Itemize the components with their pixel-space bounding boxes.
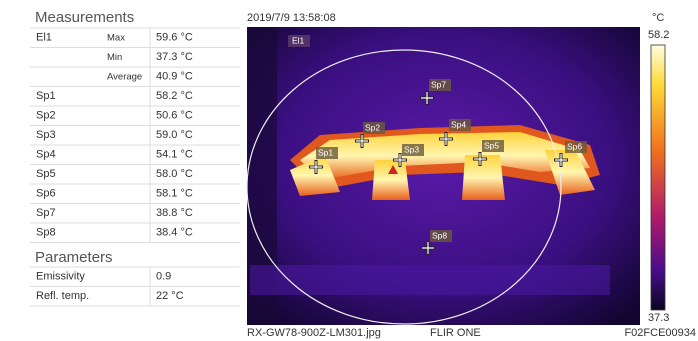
spot-name: Sp4: [36, 149, 56, 161]
param-value: 22 °C: [156, 290, 184, 302]
spot-value: 38.8 °C: [156, 207, 193, 219]
spot-value: 58.0 °C: [156, 168, 193, 180]
spot-label: Sp6: [567, 141, 582, 151]
spot-value: 50.6 °C: [156, 110, 193, 122]
spot-label: Sp3: [404, 144, 419, 154]
spot-label: Sp8: [432, 230, 447, 240]
spot-label: Sp4: [451, 119, 466, 129]
area-name: El1: [36, 32, 52, 44]
spot-name: Sp8: [36, 227, 56, 239]
serial: F02FCE00934: [624, 327, 696, 339]
spot-value: 58.1 °C: [156, 188, 193, 200]
stat-value: 59.6 °C: [156, 32, 193, 44]
section-title: Measurements: [35, 9, 134, 26]
color-scale: [651, 45, 665, 310]
scale-unit: °C: [652, 12, 664, 24]
param-name: Refl. temp.: [36, 290, 89, 302]
section-title: Parameters: [35, 249, 113, 266]
spot-name: Sp1: [36, 90, 56, 102]
stat-name: Max: [107, 32, 125, 43]
spot-label: Sp5: [484, 140, 499, 150]
filename: RX-GW78-900Z-LM301.jpg: [247, 327, 381, 339]
measurements-table: Measurements El1 Max 59.6 °C Min 37.3 °C Avera…: [30, 9, 240, 306]
camera: FLIR ONE: [430, 327, 481, 339]
spot-name: Sp3: [36, 129, 56, 141]
stat-name: Min: [107, 52, 122, 63]
report: Measurements El1 Max 59.6 °C Min 37.3 °C Avera…: [0, 0, 698, 341]
spot-label: Sp1: [318, 147, 333, 157]
spot-label: Sp7: [431, 79, 446, 89]
scale-max: 58.2: [648, 29, 669, 41]
param-name: Emissivity: [36, 271, 85, 283]
timestamp: 2019/7/9 13:58:08: [247, 12, 336, 24]
param-value: 0.9: [156, 271, 171, 283]
spot-value: 54.1 °C: [156, 149, 193, 161]
spot-name: Sp7: [36, 207, 56, 219]
scale-min: 37.3: [648, 312, 669, 324]
spot-label: Sp2: [365, 122, 380, 132]
spot-value: 58.2 °C: [156, 90, 193, 102]
stat-name: Average: [107, 71, 142, 82]
spot-value: 38.4 °C: [156, 227, 193, 239]
stat-value: 37.3 °C: [156, 51, 193, 63]
spot-name: Sp6: [36, 188, 56, 200]
area-label: El1: [292, 35, 305, 45]
stat-value: 40.9 °C: [156, 71, 193, 83]
spot-value: 59.0 °C: [156, 129, 193, 141]
spot-name: Sp5: [36, 168, 56, 180]
thermal-image: [247, 27, 640, 325]
spot-name: Sp2: [36, 110, 56, 122]
